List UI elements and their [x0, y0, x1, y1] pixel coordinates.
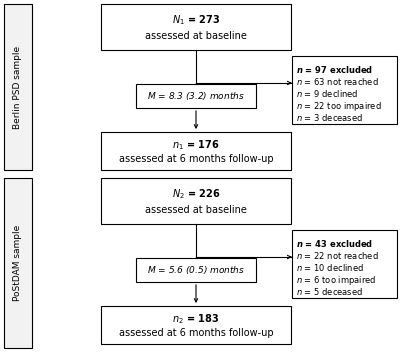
Text: assessed at 6 months follow-up: assessed at 6 months follow-up — [119, 153, 273, 164]
Text: $n$ = 6 too impaired: $n$ = 6 too impaired — [296, 274, 376, 287]
Bar — [4, 4, 32, 170]
Text: assessed at baseline: assessed at baseline — [145, 31, 247, 41]
Text: $\boldsymbol{N_1}$ = 273: $\boldsymbol{N_1}$ = 273 — [172, 13, 220, 27]
Text: Berlin PSD sample: Berlin PSD sample — [14, 45, 22, 128]
Text: assessed at 6 months follow-up: assessed at 6 months follow-up — [119, 328, 273, 338]
Bar — [136, 84, 256, 108]
Text: $M$ = 5.6 (0.5) months: $M$ = 5.6 (0.5) months — [147, 264, 245, 276]
Text: $\boldsymbol{n_2}$ = 183: $\boldsymbol{n_2}$ = 183 — [172, 313, 220, 326]
Text: $n$ = 3 deceased: $n$ = 3 deceased — [296, 112, 363, 123]
Bar — [136, 258, 256, 282]
Text: $M$ = 8.3 (3.2) months: $M$ = 8.3 (3.2) months — [147, 90, 245, 102]
Bar — [101, 4, 291, 50]
Bar — [292, 56, 397, 124]
Text: $\boldsymbol{n_1}$ = 176: $\boldsymbol{n_1}$ = 176 — [172, 138, 220, 152]
Text: $\boldsymbol{n}$ = 97 excluded: $\boldsymbol{n}$ = 97 excluded — [296, 64, 373, 75]
Text: $n$ = 22 too impaired: $n$ = 22 too impaired — [296, 100, 382, 113]
Text: $n$ = 10 declined: $n$ = 10 declined — [296, 262, 364, 273]
Text: $n$ = 63 not reached: $n$ = 63 not reached — [296, 76, 379, 87]
Bar — [101, 306, 291, 344]
Bar — [4, 178, 32, 348]
Text: assessed at baseline: assessed at baseline — [145, 205, 247, 215]
Bar — [101, 132, 291, 170]
Text: $\boldsymbol{n}$ = 43 excluded: $\boldsymbol{n}$ = 43 excluded — [296, 238, 373, 249]
Bar — [292, 230, 397, 298]
Text: $\boldsymbol{N_2}$ = 226: $\boldsymbol{N_2}$ = 226 — [172, 187, 221, 201]
Text: $n$ = 5 deceased: $n$ = 5 deceased — [296, 286, 363, 297]
Text: PoStDAM sample: PoStDAM sample — [14, 225, 22, 301]
Text: $n$ = 22 not reached: $n$ = 22 not reached — [296, 250, 379, 261]
Bar — [101, 178, 291, 224]
Text: $n$ = 9 declined: $n$ = 9 declined — [296, 88, 358, 99]
